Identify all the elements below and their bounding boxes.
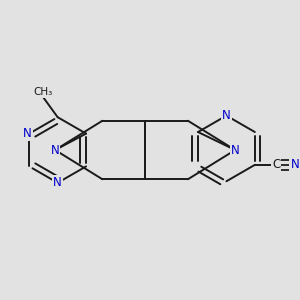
Text: CH₃: CH₃ xyxy=(33,87,52,97)
Text: N: N xyxy=(291,158,300,171)
Text: N: N xyxy=(23,127,32,140)
Text: C: C xyxy=(272,158,280,171)
Text: N: N xyxy=(53,176,62,189)
Text: N: N xyxy=(222,109,231,122)
Text: N: N xyxy=(231,143,240,157)
Text: N: N xyxy=(51,143,59,157)
